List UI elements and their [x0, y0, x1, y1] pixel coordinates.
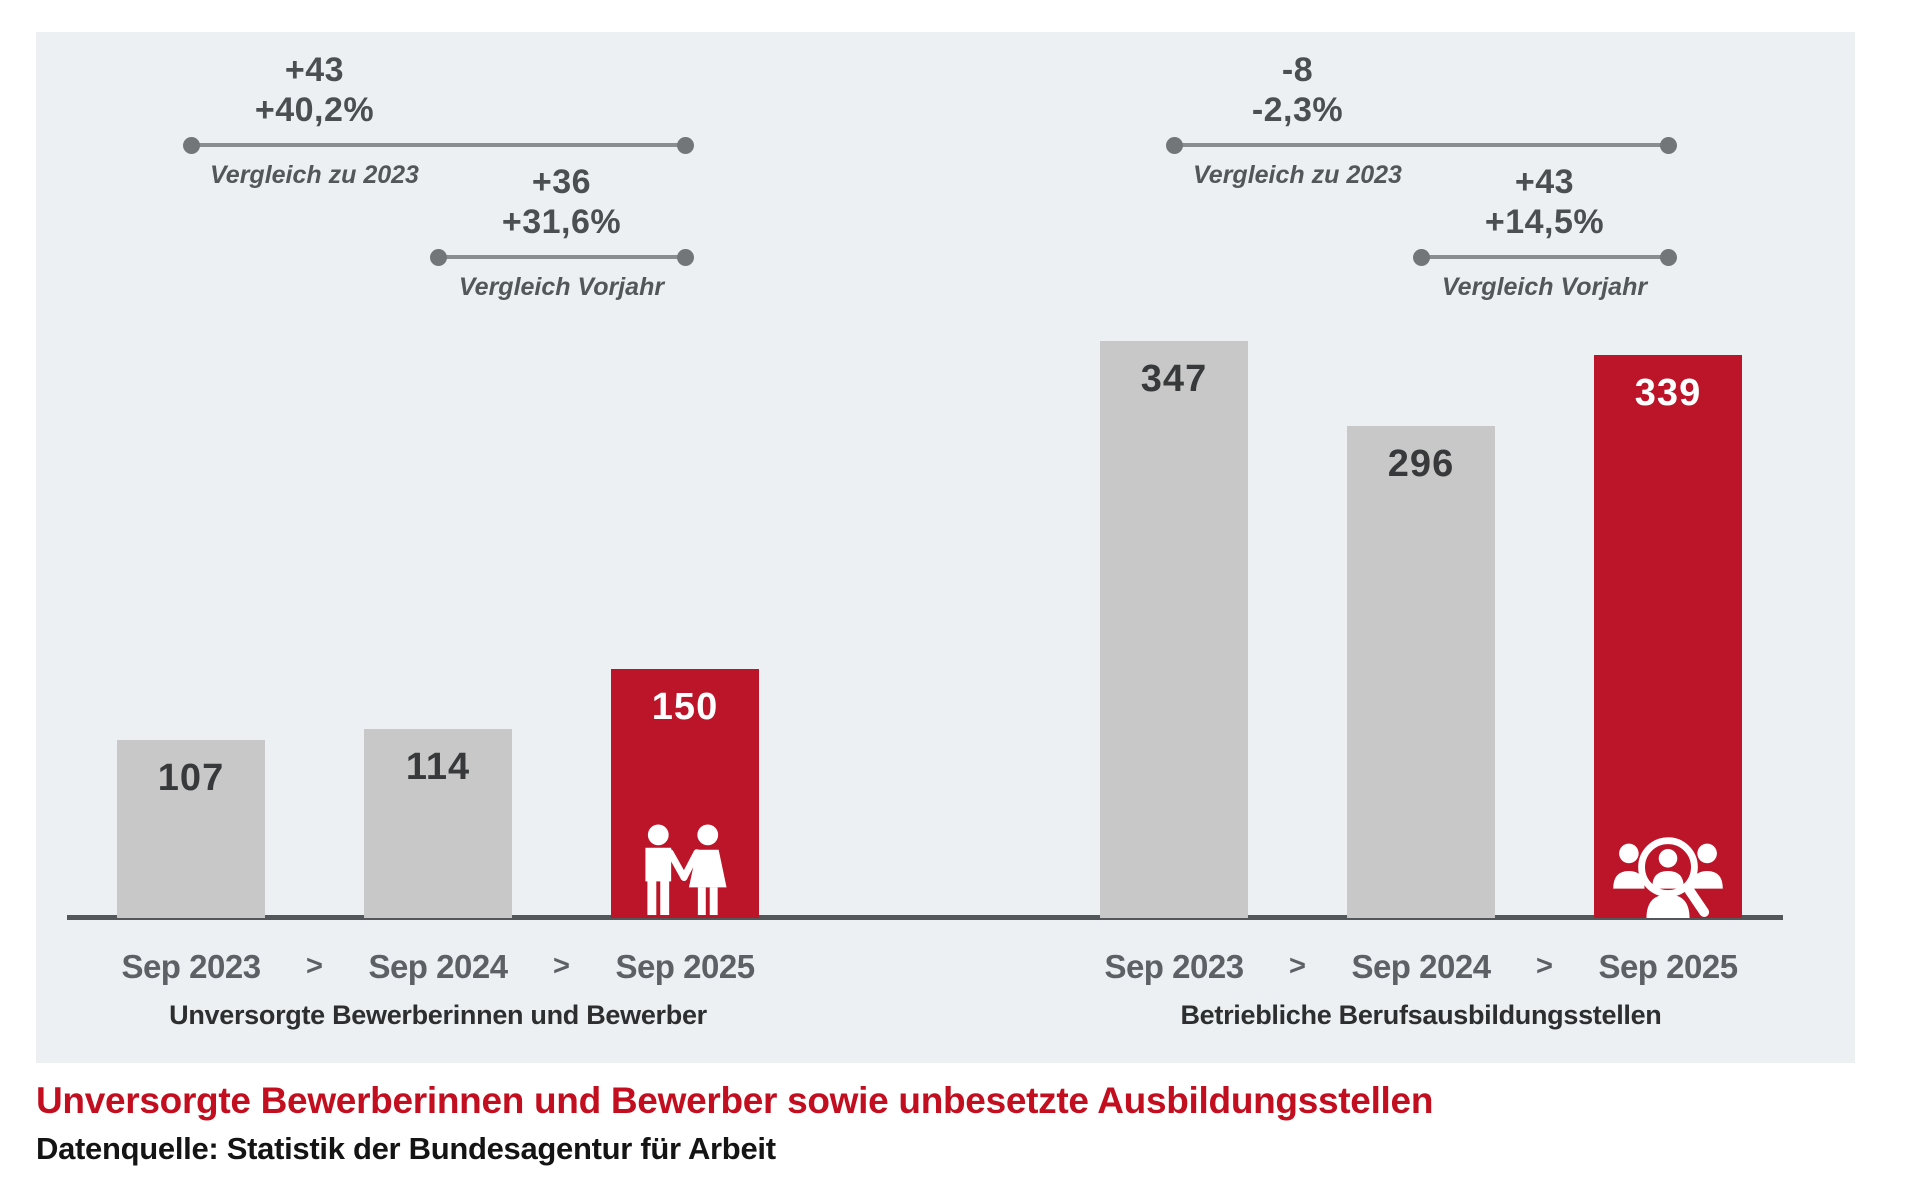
comparison-percent: +14,5% — [1484, 203, 1605, 241]
bar: 347 — [1100, 341, 1248, 918]
chart-caption: Betriebliche Berufsausbildungsstellen — [1180, 1000, 1662, 1030]
bar: 114 — [364, 729, 512, 918]
bar-value: 107 — [157, 757, 225, 799]
bar: 107 — [117, 740, 265, 918]
bar-value: 150 — [651, 686, 719, 728]
couple-icon — [629, 824, 741, 918]
comparison-values: -8 -2,3% — [1138, 50, 1458, 130]
chevron-separator: > — [1289, 950, 1306, 982]
category-label: Sep 2025 — [615, 948, 755, 985]
comparison-endpoint-dot — [182, 136, 200, 154]
comparison-delta: -8 — [1281, 51, 1314, 89]
bar-value: 296 — [1387, 443, 1455, 485]
comparison-delta: +43 — [1514, 163, 1575, 201]
comparison-label: Vergleich zu 2023 — [210, 161, 419, 189]
comparison-endpoint-dot — [1659, 136, 1677, 154]
comparison-percent: +40,2% — [254, 91, 375, 129]
comparison-delta: +36 — [531, 163, 592, 201]
comparison-endpoint-dot — [676, 136, 694, 154]
comparison-endpoint-dot — [1412, 248, 1430, 266]
data-source: Datenquelle: Statistik der Bundesagentur… — [36, 1131, 776, 1166]
category-label: Sep 2025 — [1598, 948, 1738, 985]
comparison-endpoint-dot — [1659, 248, 1677, 266]
people-search-icon — [1609, 828, 1727, 918]
chevron-separator: > — [306, 950, 323, 982]
chevron-separator: > — [553, 950, 570, 982]
chart-title: Unversorgte Bewerberinnen und Bewerber s… — [36, 1080, 1434, 1121]
bar-value: 114 — [405, 746, 471, 788]
bar-value: 347 — [1140, 358, 1208, 400]
bar: 296 — [1347, 426, 1495, 918]
bar-value: 339 — [1634, 372, 1702, 414]
comparison-line — [438, 255, 685, 259]
comparison-values: +36 +31,6% — [402, 162, 722, 242]
comparison-endpoint-dot — [429, 248, 447, 266]
comparison-delta: +43 — [284, 51, 345, 89]
comparison-endpoint-dot — [1165, 136, 1183, 154]
comparison-label: Vergleich Vorjahr — [458, 273, 665, 301]
bar: 339 — [1594, 355, 1742, 918]
bar: 150 — [611, 669, 759, 918]
comparison-values: +43 +14,5% — [1385, 162, 1705, 242]
chevron-separator: > — [1536, 950, 1553, 982]
comparison-percent: -2,3% — [1251, 91, 1344, 129]
chart-panel — [36, 32, 1855, 1063]
x-axis-baseline — [67, 915, 1783, 920]
comparison-line — [1421, 255, 1668, 259]
comparison-label: Vergleich Vorjahr — [1441, 273, 1648, 301]
category-label: Sep 2023 — [121, 948, 261, 985]
comparison-percent: +31,6% — [501, 203, 622, 241]
category-label: Sep 2023 — [1104, 948, 1244, 985]
comparison-line — [191, 143, 685, 147]
category-label: Sep 2024 — [1351, 948, 1491, 985]
comparison-line — [1174, 143, 1668, 147]
comparison-label: Vergleich zu 2023 — [1193, 161, 1402, 189]
category-label: Sep 2024 — [368, 948, 508, 985]
comparison-values: +43 +40,2% — [155, 50, 475, 130]
chart-caption: Unversorgte Bewerberinnen und Bewerber — [169, 1000, 707, 1030]
comparison-endpoint-dot — [676, 248, 694, 266]
